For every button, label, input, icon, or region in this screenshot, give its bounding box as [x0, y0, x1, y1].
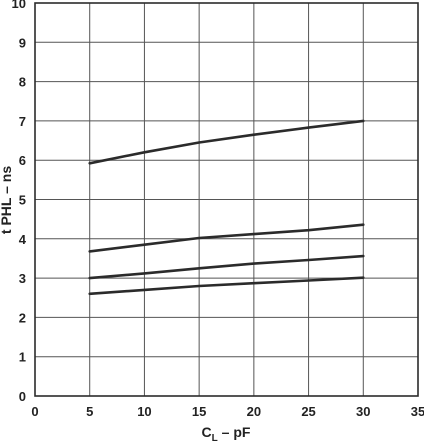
x-axis-label-subscript: L [212, 433, 218, 443]
grid-layer [35, 3, 418, 396]
y-axis-label: t PHL – ns [0, 166, 14, 234]
y-tick-label: 4 [19, 232, 27, 247]
y-tick-label: 8 [19, 75, 26, 90]
y-tick-label: 0 [19, 389, 26, 404]
y-tick-label: 2 [19, 310, 26, 325]
series-line-1 [88, 119, 365, 165]
y-tick-label: 9 [19, 35, 26, 50]
plot-frame [34, 2, 419, 397]
x-tick-label: 5 [86, 404, 93, 419]
x-axis-label: CL – pF [202, 424, 251, 443]
series-line-4 [88, 276, 365, 296]
y-tick-label: 1 [19, 350, 26, 365]
y-tick-label: 10 [12, 0, 26, 11]
series-layer [88, 119, 365, 296]
x-tick-label: 30 [356, 404, 370, 419]
x-tick-label: 0 [31, 404, 38, 419]
x-tick-label: 10 [137, 404, 151, 419]
tick-label-layer: 0 5 10 15 20 25 30 35 0 1 2 3 4 5 6 7 8 9 10 [12, 0, 424, 419]
x-tick-label: 20 [247, 404, 261, 419]
y-tick-label: 5 [19, 193, 26, 208]
x-tick-label: 35 [411, 404, 424, 419]
x-tick-label: 15 [192, 404, 206, 419]
x-tick-label: 25 [301, 404, 315, 419]
y-tick-label: 6 [19, 153, 26, 168]
y-tick-label: 7 [19, 114, 26, 129]
series-line-3 [88, 254, 365, 280]
x-axis-label-main: C [202, 424, 212, 440]
x-axis-label-rest: – pF [218, 424, 251, 440]
series-line-2 [88, 223, 365, 253]
y-tick-label: 3 [19, 271, 26, 286]
